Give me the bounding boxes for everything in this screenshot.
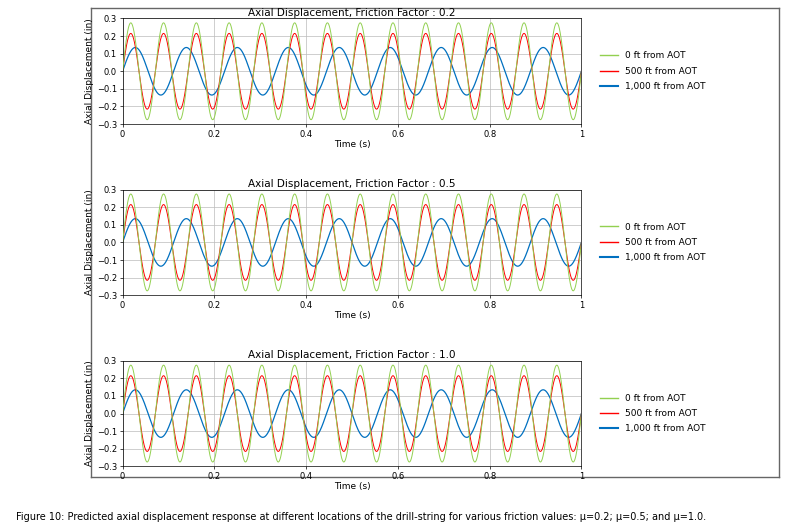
X-axis label: Time (s): Time (s): [334, 482, 370, 491]
Legend: 0 ft from AOT, 500 ft from AOT, 1,000 ft from AOT: 0 ft from AOT, 500 ft from AOT, 1,000 ft…: [600, 394, 706, 433]
Y-axis label: Axial Displacement (in): Axial Displacement (in): [85, 18, 94, 124]
Title: Axial Displacement, Friction Factor : 1.0: Axial Displacement, Friction Factor : 1.…: [248, 350, 456, 360]
Legend: 0 ft from AOT, 500 ft from AOT, 1,000 ft from AOT: 0 ft from AOT, 500 ft from AOT, 1,000 ft…: [600, 52, 706, 91]
Legend: 0 ft from AOT, 500 ft from AOT, 1,000 ft from AOT: 0 ft from AOT, 500 ft from AOT, 1,000 ft…: [600, 222, 706, 262]
Y-axis label: Axial Displacement (in): Axial Displacement (in): [85, 360, 94, 466]
Y-axis label: Axial Displacement (in): Axial Displacement (in): [85, 190, 94, 295]
Title: Axial Displacement, Friction Factor : 0.2: Axial Displacement, Friction Factor : 0.…: [248, 8, 456, 18]
Text: Figure 10: Predicted axial displacement response at different locations of the d: Figure 10: Predicted axial displacement …: [16, 512, 706, 522]
X-axis label: Time (s): Time (s): [334, 140, 370, 149]
X-axis label: Time (s): Time (s): [334, 311, 370, 320]
Title: Axial Displacement, Friction Factor : 0.5: Axial Displacement, Friction Factor : 0.…: [248, 179, 456, 189]
